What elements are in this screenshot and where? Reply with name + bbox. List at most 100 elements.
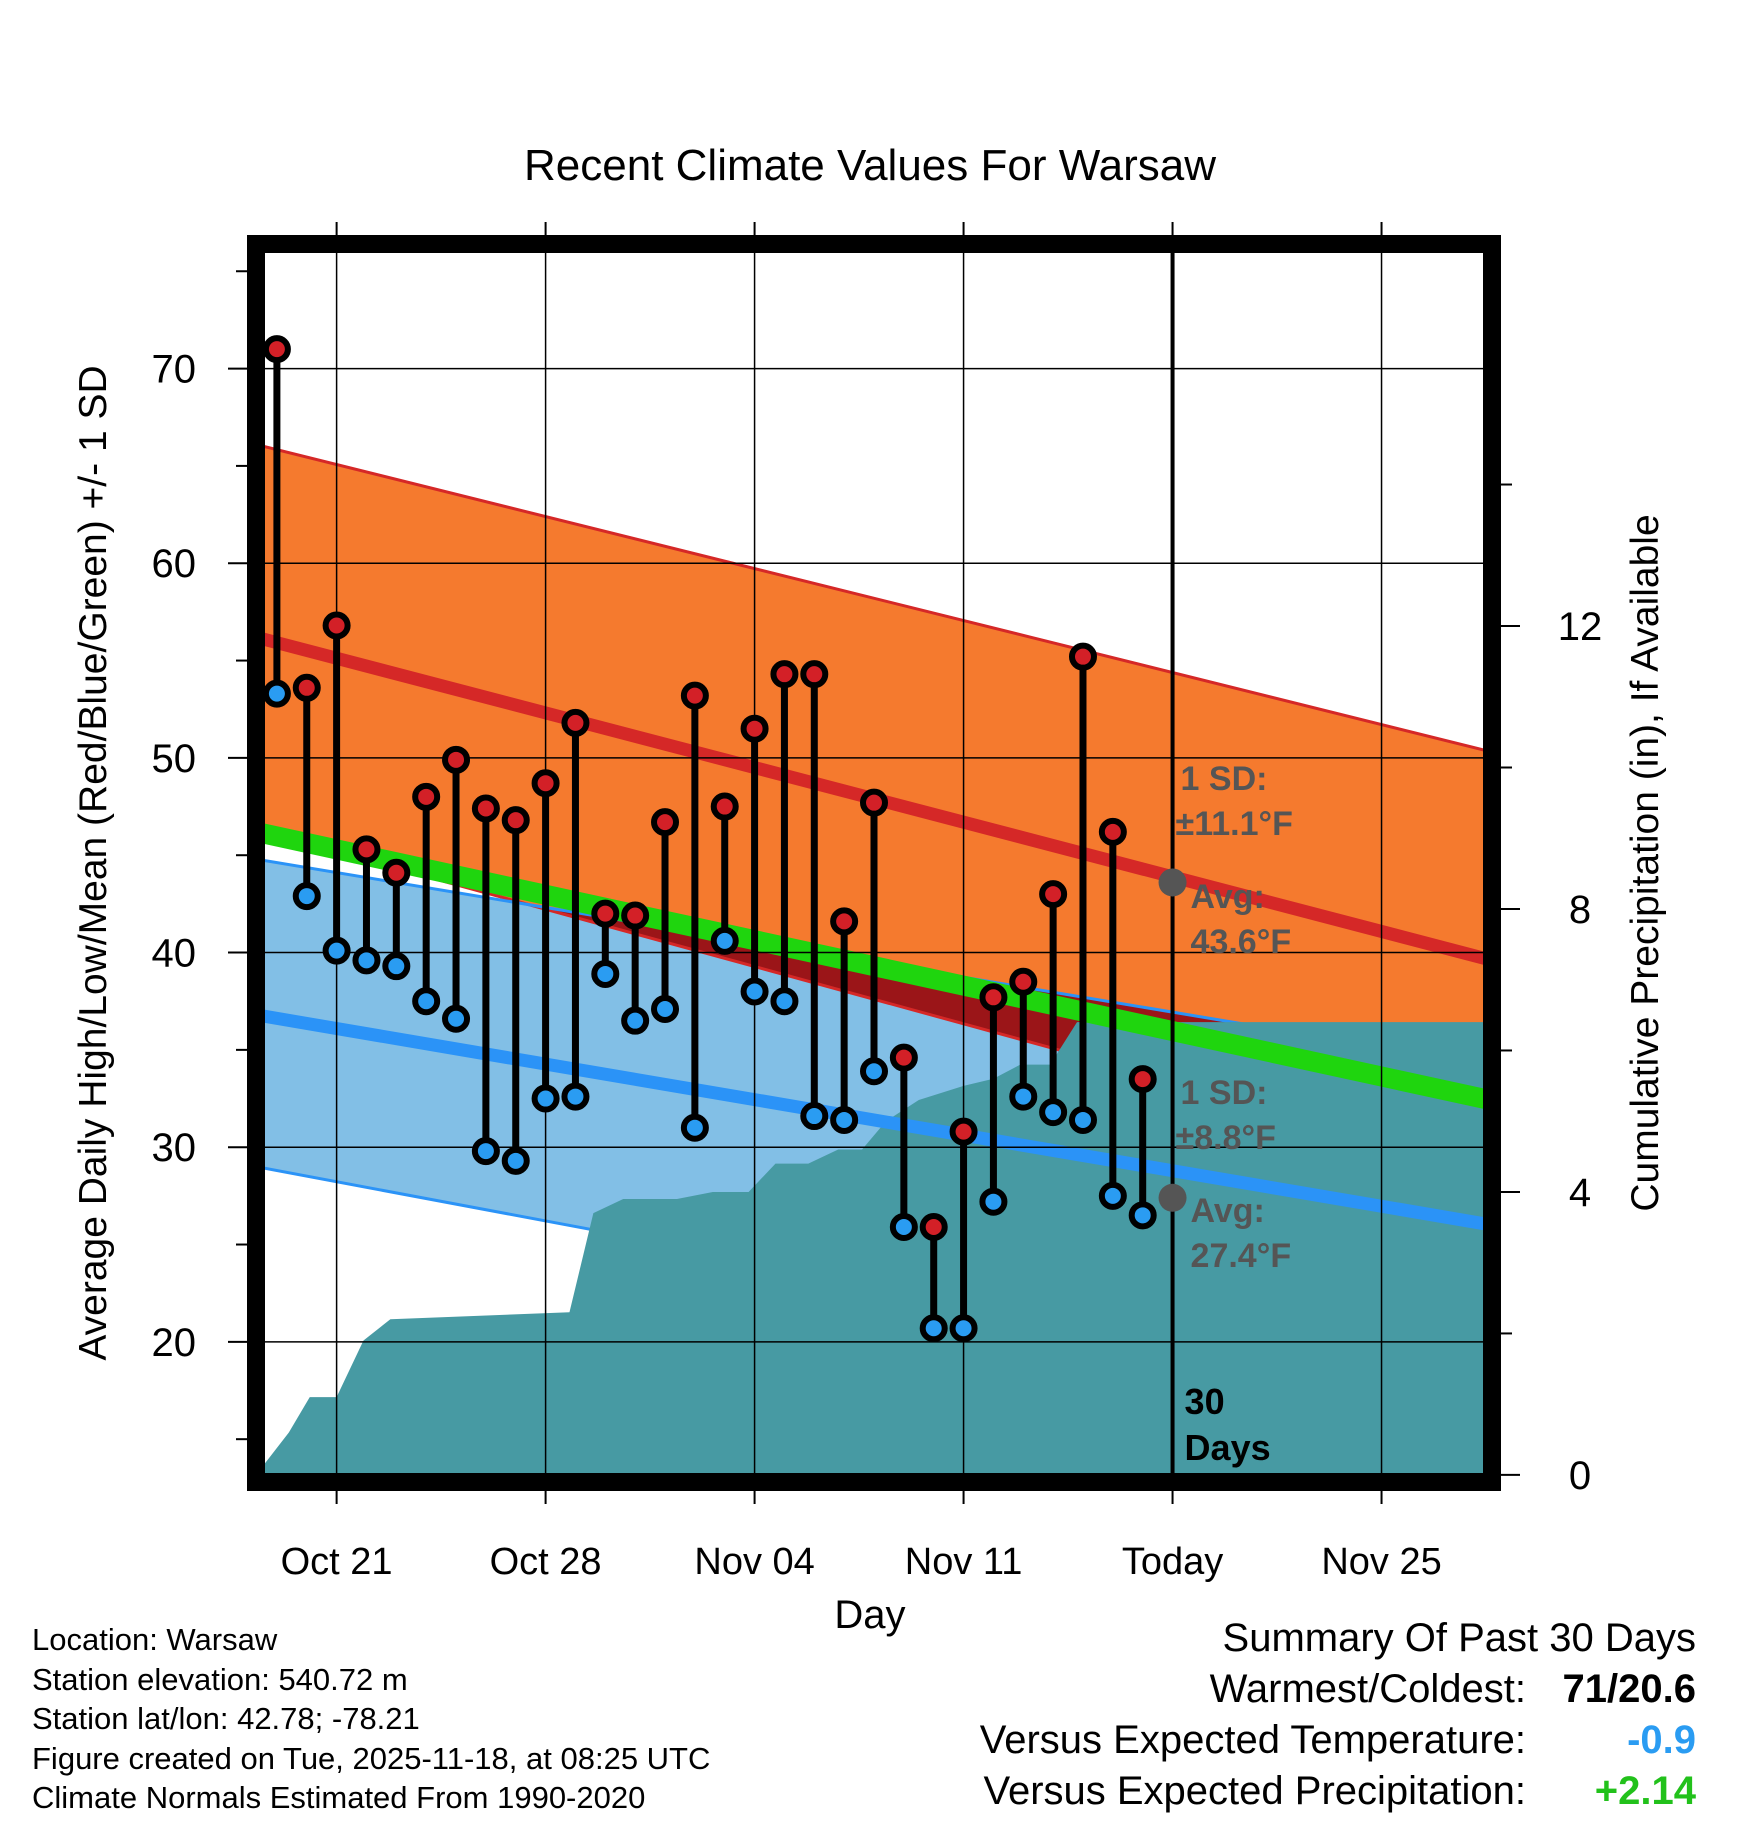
low-sd-value: ±8.8°F [1176,1119,1276,1157]
daily-high-point [830,907,859,936]
warmest-label: Warmest/Coldest: [1209,1667,1526,1711]
x-tick-label: Oct 28 [490,1541,602,1583]
daily-low-point [1068,1105,1097,1134]
daily-low-point [651,994,680,1023]
daily-high-point [292,673,321,702]
y-tick-label: 70 [152,348,197,392]
daily-high-point [262,335,291,364]
station-info: Location: Warsaw Station elevation: 540.… [32,1620,710,1818]
x-tick-label: Nov 11 [905,1541,1023,1583]
daily-low-point [292,882,321,911]
daily-high-point [860,788,888,817]
daily-high-point [442,745,471,774]
daily-low-point [770,987,799,1016]
daily-low-point [352,946,381,975]
y2-tick-label: 4 [1569,1171,1591,1215]
x-axis-label: Day [834,1593,905,1637]
daily-high-point [889,1043,918,1072]
x-tick-label: Nov 04 [694,1541,814,1583]
created-text: Figure created on Tue, 2025-11-18, at 08… [32,1740,711,1776]
daily-high-point [949,1117,978,1146]
high-sd-value: ±11.1°F [1176,805,1293,843]
daily-low-point [1009,1082,1038,1111]
daily-high-point [471,794,500,823]
summary-temp-row: Versus Expected Temperature: -0.9 [980,1715,1696,1766]
x-tick-label: Oct 21 [281,1541,393,1583]
summary-panel: Summary Of Past 30 Days Warmest/Coldest:… [980,1613,1696,1817]
y-tick-label: 40 [152,932,197,976]
daily-high-point [651,808,680,837]
daily-high-point [1098,817,1127,846]
temp-label: Versus Expected Temperature: [979,1718,1526,1762]
daily-low-point [1098,1181,1127,1210]
daily-high-point [800,660,829,689]
low-avg-marker [1158,1183,1187,1212]
daily-high-point [501,806,530,835]
daily-high-point [1068,642,1097,671]
temp-value: -0.9 [1627,1718,1696,1762]
y2-axis-label: Cumulative Precipitation (in), If Availa… [1624,514,1667,1211]
daily-high-point [710,792,739,821]
daily-high-point [412,782,441,811]
y2-tick-label: 12 [1558,605,1603,649]
daily-low-point [561,1082,590,1111]
daily-high-point [621,901,650,930]
daily-low-point [860,1057,888,1086]
daily-high-point [531,769,560,798]
daily-low-point [442,1004,471,1033]
high-upper-sd-line [256,443,1492,754]
daily-low-point [800,1102,829,1131]
daily-low-point [621,1006,650,1035]
high-avg-heading: Avg: [1191,878,1265,916]
daily-low-point [1128,1201,1157,1230]
daily-low-point [889,1213,918,1242]
daily-high-point [1128,1065,1157,1094]
y-axis-label: Average Daily High/Low/Mean (Red/Blue/Gr… [72,365,115,1360]
daily-low-point [740,977,769,1006]
daily-low-point [262,679,291,708]
daily-low-point [830,1105,859,1134]
daily-high-point [382,858,411,887]
daily-high-point [919,1213,948,1242]
summary-precip-row: Versus Expected Precipitation: +2.14 [980,1766,1696,1817]
precip-value: +2.14 [1594,1769,1696,1813]
daily-low-point [591,959,620,988]
low-avg-value: 27.4°F [1191,1237,1292,1275]
summary-title: Summary Of Past 30 Days [1222,1616,1696,1660]
daily-low-point [710,926,739,955]
high-sd-heading: 1 SD: [1181,760,1268,798]
daily-low-point [680,1113,709,1142]
y-tick-label: 30 [152,1126,197,1170]
low-avg-heading: Avg: [1191,1192,1265,1230]
daily-high-point [322,611,351,640]
daily-low-point [919,1314,948,1343]
daily-low-point [471,1137,500,1166]
daily-low-point [979,1187,1008,1216]
daily-high-point [740,714,769,743]
location-text: Location: Warsaw [32,1622,278,1657]
daily-low-point [949,1314,978,1343]
y-tick-label: 50 [152,737,197,781]
precip-label: Versus Expected Precipitation: [983,1769,1526,1813]
daily-low-point [412,987,441,1016]
daily-low-point [501,1146,530,1175]
y-tick-label: 20 [152,1321,197,1365]
daily-low-point [531,1084,560,1113]
summary-warmest-row: Warmest/Coldest: 71/20.6 [980,1664,1696,1715]
daily-low-point [382,952,411,981]
daily-low-point [322,936,351,965]
daily-high-point [1009,967,1038,996]
daily-high-point [680,681,709,710]
latlon-text: Station lat/lon: 42.78; -78.21 [32,1701,420,1736]
daily-high-point [1039,880,1068,909]
avg-low-line [256,1008,1492,1232]
x-tick-label: Today [1122,1541,1223,1583]
daily-high-point [979,983,1008,1012]
chart-title: Recent Climate Values For Warsaw [524,141,1216,190]
daily-high-point [591,899,620,928]
high-avg-value: 43.6°F [1191,923,1292,961]
plot-frame [247,235,1501,1491]
x-tick-label: Nov 25 [1321,1541,1441,1583]
daily-high-point [561,708,590,737]
